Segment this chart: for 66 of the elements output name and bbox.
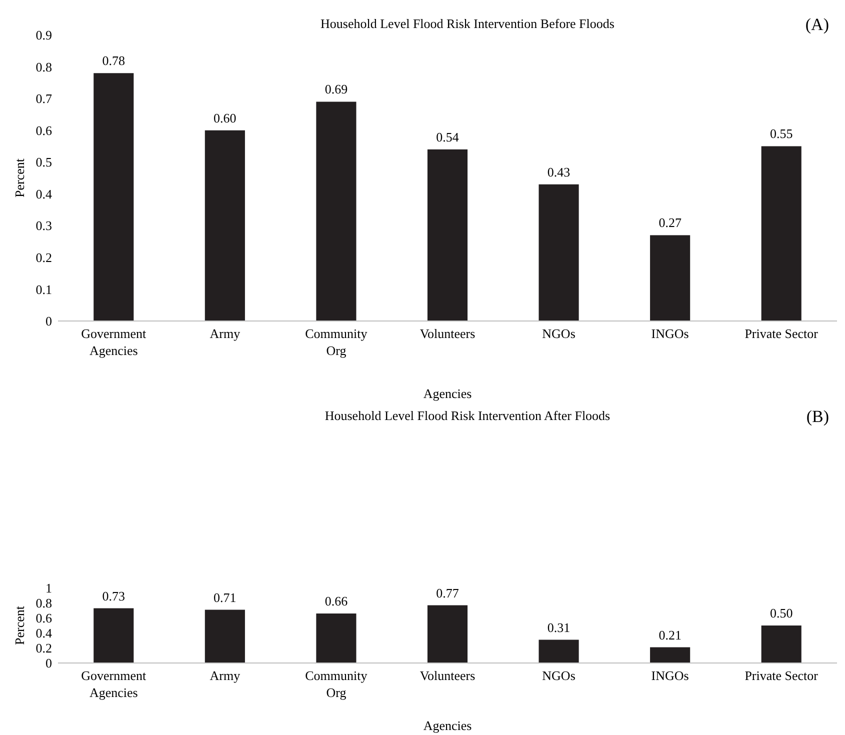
bar (204, 610, 245, 663)
y-tick-label: 0 (46, 656, 52, 671)
x-tick-label: Community Org (305, 326, 368, 358)
y-tick-label: 0.6 (36, 610, 52, 626)
data-label: 0.27 (658, 215, 682, 230)
y-tick-label: 1 (46, 580, 52, 596)
x-tick-label: Private Sector (744, 326, 819, 341)
bar (94, 73, 134, 321)
data-label: 0.77 (436, 585, 460, 600)
data-label: 0.73 (102, 588, 126, 604)
data-label: 0.66 (324, 594, 348, 608)
y-tick-label: 0 (46, 314, 52, 329)
bar (650, 235, 690, 321)
y-tick-label: 0.9 (36, 28, 52, 43)
data-label: 0.78 (102, 53, 126, 68)
data-label: 0.43 (547, 164, 570, 180)
y-tick-label: 0.8 (36, 596, 52, 611)
chart-title: Household Level Flood Risk Intervention After Floods (324, 408, 610, 423)
bar (761, 146, 802, 321)
y-tick-label: 0.4 (36, 626, 52, 641)
y-tick-label: 0.2 (36, 250, 52, 265)
x-tick-label: NGOs (542, 668, 576, 683)
bar (204, 130, 245, 321)
data-label: 0.54 (436, 129, 460, 144)
x-tick-label: Community Org (305, 668, 368, 700)
data-label: 0.71 (214, 590, 236, 605)
bar (94, 608, 134, 663)
bar (427, 149, 468, 321)
x-tick-label: Government Agencies (81, 326, 147, 358)
data-label: 0.31 (547, 620, 570, 635)
x-axis-title: Agencies (423, 718, 472, 733)
text: (A) (805, 15, 829, 34)
data-label: 0.55 (770, 126, 793, 142)
y-tick-label: 0.5 (36, 154, 52, 170)
y-tick-label: 0.2 (36, 640, 52, 656)
bar (650, 647, 690, 663)
x-tick-label: Army (210, 326, 241, 341)
y-tick-label: 0.3 (36, 218, 52, 234)
bar (538, 640, 579, 663)
x-tick-label: INGOs (651, 668, 689, 683)
bar (427, 605, 468, 663)
y-tick-label: 0.7 (36, 91, 52, 106)
x-tick-label: Army (210, 668, 241, 683)
bar (316, 614, 356, 663)
data-label: 0.60 (214, 110, 236, 126)
x-tick-label: Private Sector (744, 668, 819, 683)
y-tick-label: 0.6 (36, 122, 52, 138)
bar (316, 102, 356, 321)
x-tick-label: Government Agencies (81, 668, 147, 700)
y-axis-title: Percent (12, 158, 27, 198)
y-axis-title: Percent (12, 606, 27, 645)
x-tick-label: INGOs (651, 326, 689, 341)
bar (538, 184, 579, 321)
data-label: 0.21 (658, 627, 682, 642)
x-tick-label: Volunteers (420, 668, 476, 683)
x-axis-title: Agencies (423, 386, 472, 401)
y-tick-label: 0.1 (36, 282, 52, 297)
chart-title: Household Level Flood Risk Intervention Before Floods (320, 16, 614, 31)
bar (761, 626, 802, 663)
y-tick-label: 0.4 (36, 186, 52, 202)
data-label: 0.69 (324, 82, 348, 97)
data-label: 0.50 (770, 606, 793, 620)
text: (B) (806, 407, 829, 426)
y-tick-label: 0.8 (36, 59, 52, 74)
x-tick-label: NGOs (542, 326, 576, 341)
x-tick-label: Volunteers (420, 326, 476, 341)
